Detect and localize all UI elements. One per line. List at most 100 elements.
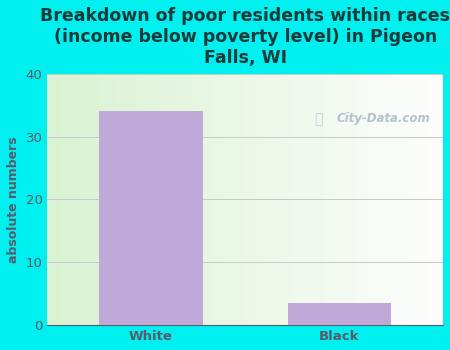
Bar (364, 74, 368, 325)
Bar (206, 74, 210, 325)
Bar (387, 74, 392, 325)
Title: Breakdown of poor residents within races
(income below poverty level) in Pigeon
: Breakdown of poor residents within races… (40, 7, 450, 66)
Bar (360, 74, 364, 325)
Bar (277, 74, 281, 325)
Bar (427, 74, 431, 325)
Bar (356, 74, 360, 325)
Bar (221, 74, 225, 325)
Bar (384, 74, 387, 325)
Bar (368, 74, 372, 325)
Bar (407, 74, 411, 325)
Bar (111, 74, 115, 325)
Bar (166, 74, 170, 325)
Bar (158, 74, 162, 325)
Bar (67, 74, 71, 325)
Text: ⦿: ⦿ (314, 112, 323, 126)
Bar (99, 74, 103, 325)
Bar (182, 74, 186, 325)
Bar (305, 74, 309, 325)
Bar (340, 74, 344, 325)
Bar (372, 74, 376, 325)
Bar (273, 74, 277, 325)
Bar (297, 74, 301, 325)
Bar (162, 74, 166, 325)
Bar (257, 74, 261, 325)
Bar (59, 74, 63, 325)
Bar (245, 74, 249, 325)
Bar (396, 74, 400, 325)
Bar (146, 74, 150, 325)
Bar (380, 74, 384, 325)
Bar (415, 74, 419, 325)
Bar (99, 111, 203, 325)
Bar (51, 74, 55, 325)
Bar (217, 74, 221, 325)
Bar (404, 74, 407, 325)
Bar (285, 74, 289, 325)
Bar (411, 74, 415, 325)
Bar (249, 74, 253, 325)
Bar (324, 74, 328, 325)
Bar (115, 74, 118, 325)
Bar (261, 74, 265, 325)
Bar (63, 74, 67, 325)
Bar (328, 74, 332, 325)
Bar (392, 74, 396, 325)
Bar (91, 74, 95, 325)
Bar (213, 74, 217, 325)
Bar (435, 74, 439, 325)
Bar (269, 74, 273, 325)
Bar (253, 74, 257, 325)
Bar (225, 74, 230, 325)
Bar (233, 74, 237, 325)
Bar (265, 74, 269, 325)
Bar (190, 74, 194, 325)
Bar (336, 74, 340, 325)
Bar (138, 74, 142, 325)
Bar (126, 74, 130, 325)
Bar (281, 74, 285, 325)
Bar (87, 74, 91, 325)
Bar (186, 74, 190, 325)
Bar (142, 74, 146, 325)
Bar (118, 74, 122, 325)
Bar (122, 74, 126, 325)
Bar (230, 74, 233, 325)
Bar (194, 74, 198, 325)
Bar (75, 74, 79, 325)
Bar (95, 74, 99, 325)
Bar (47, 74, 51, 325)
Bar (178, 74, 182, 325)
Bar (83, 74, 87, 325)
Bar (79, 74, 83, 325)
Bar (174, 74, 178, 325)
Bar (71, 74, 75, 325)
Bar (292, 74, 297, 325)
Bar (198, 74, 202, 325)
Bar (289, 74, 293, 325)
Bar (348, 74, 352, 325)
Bar (150, 74, 154, 325)
Bar (170, 74, 174, 325)
Bar (103, 74, 107, 325)
Bar (154, 74, 158, 325)
Bar (202, 74, 206, 325)
Bar (107, 74, 111, 325)
Bar (439, 74, 443, 325)
Bar (134, 74, 138, 325)
Bar (423, 74, 427, 325)
Bar (320, 74, 324, 325)
Bar (309, 74, 312, 325)
Bar (332, 74, 336, 325)
Y-axis label: absolute numbers: absolute numbers (7, 136, 20, 263)
Bar (288, 303, 391, 325)
Bar (419, 74, 423, 325)
Bar (241, 74, 245, 325)
Bar (301, 74, 305, 325)
Bar (431, 74, 435, 325)
Bar (55, 74, 59, 325)
Bar (210, 74, 213, 325)
Text: City-Data.com: City-Data.com (336, 112, 430, 125)
Bar (130, 74, 134, 325)
Bar (344, 74, 348, 325)
